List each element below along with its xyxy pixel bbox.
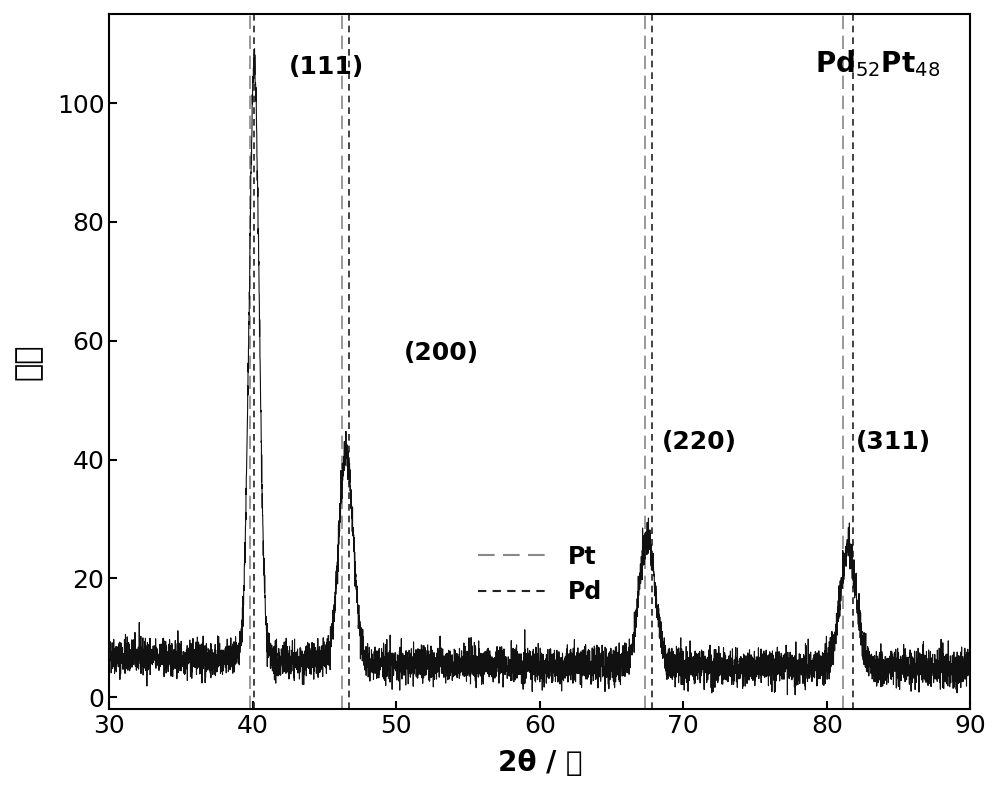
Legend: Pt, Pd: Pt, Pd xyxy=(468,536,611,614)
Text: (220): (220) xyxy=(662,430,737,454)
Text: (200): (200) xyxy=(403,341,479,365)
Text: Pd$_{52}$Pt$_{48}$: Pd$_{52}$Pt$_{48}$ xyxy=(815,49,941,79)
X-axis label: 2θ / 度: 2θ / 度 xyxy=(498,749,582,777)
Text: (311): (311) xyxy=(855,430,931,454)
Text: (111): (111) xyxy=(289,55,364,79)
Y-axis label: 强度: 强度 xyxy=(14,343,43,380)
